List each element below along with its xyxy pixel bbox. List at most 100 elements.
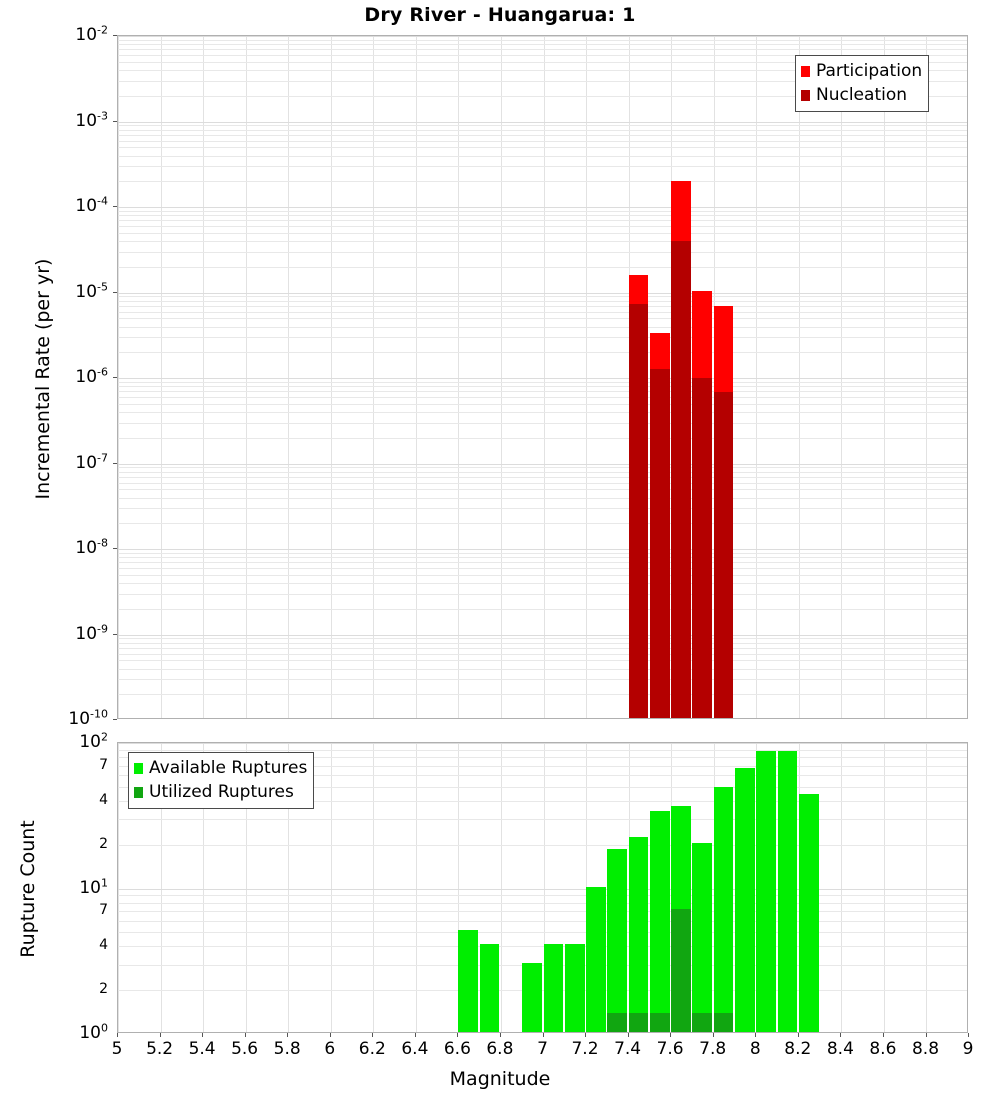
page-title: Dry River - Huangarua: 1 [0,4,1000,26]
legend-swatch-icon [801,66,810,77]
x-tickmark [713,1033,714,1037]
utilized-ruptures-segment [650,1013,670,1032]
x-tickmark [670,1033,671,1037]
x-tick-label: 6.4 [401,1039,428,1059]
x-tickmark [330,1033,331,1037]
legend-item: Participation [801,59,922,83]
bottom-bar [650,743,670,1032]
x-tickmark [457,1033,458,1037]
bottom-bar [692,743,712,1032]
top-y-tick-label: 10-7 [0,453,108,473]
bottom-bar [544,743,564,1032]
x-tick-label: 8 [750,1039,761,1059]
bottom-bar [629,743,649,1032]
x-tickmark [117,1033,118,1037]
legend-swatch-icon [134,787,143,798]
bottom-bar [671,743,691,1032]
x-tickmark [287,1033,288,1037]
legend-label: Nucleation [816,87,907,104]
x-tickmark [245,1033,246,1037]
x-tick-label: 8.6 [869,1039,896,1059]
x-tick-label: 7.2 [571,1039,598,1059]
x-tickmark [883,1033,884,1037]
x-tickmark [585,1033,586,1037]
available-ruptures-segment [799,794,819,1032]
top-y-tick-label: 10-10 [0,709,108,729]
bottom-y-tick-label: 100 [0,1023,108,1043]
top-bar [692,36,712,718]
utilized-ruptures-segment [671,909,691,1032]
available-ruptures-segment [522,963,542,1032]
x-tick-label: 6.2 [359,1039,386,1059]
x-tick-label: 9 [963,1039,974,1059]
x-tickmark [500,1033,501,1037]
x-tick-label: 8.8 [912,1039,939,1059]
top-y-tickmark [113,634,117,635]
top-y-tickmark [113,719,117,720]
legend-swatch-icon [134,763,143,774]
figure-root: Dry River - Huangarua: 1 10-210-310-410-… [0,0,1000,1100]
available-ruptures-segment [756,751,776,1032]
available-ruptures-segment [735,768,755,1032]
top-y-tick-label: 10-5 [0,282,108,302]
x-tick-label: 6.8 [486,1039,513,1059]
available-ruptures-segment [607,849,627,1032]
top-y-tickmark [113,463,117,464]
top-y-tickmark [113,121,117,122]
nucleation-segment [671,241,691,718]
top-y-tick-label: 10-3 [0,111,108,131]
bottom-bar [480,743,500,1032]
utilized-ruptures-segment [607,1013,627,1032]
x-tick-label: 5.8 [274,1039,301,1059]
x-tickmark [160,1033,161,1037]
nucleation-segment [714,392,734,718]
x-tick-label: 6 [324,1039,335,1059]
x-tick-label: 5.4 [189,1039,216,1059]
legend-label: Utilized Ruptures [149,784,294,801]
bottom-legend: Available RupturesUtilized Ruptures [128,752,314,809]
top-bar [629,36,649,718]
x-tick-label: 7.6 [657,1039,684,1059]
incremental-rate-plot [117,35,968,719]
x-tick-label: 8.2 [784,1039,811,1059]
top-y-tickmark [113,206,117,207]
utilized-ruptures-segment [629,1013,649,1032]
top-y-tick-label: 10-8 [0,538,108,558]
top-y-tick-label: 10-4 [0,196,108,216]
x-tick-label: 6.6 [444,1039,471,1059]
nucleation-segment [650,369,670,718]
bottom-bar [586,743,606,1032]
top-legend: Participation Nucleation [795,55,929,112]
available-ruptures-segment [692,843,712,1032]
nucleation-segment [692,378,712,718]
x-tickmark [543,1033,544,1037]
legend-swatch-icon [801,90,810,101]
top-y-tickmark [113,292,117,293]
x-tick-label: 7 [537,1039,548,1059]
x-tickmark [840,1033,841,1037]
x-tickmark [202,1033,203,1037]
x-tickmark [968,1033,969,1037]
x-tickmark [798,1033,799,1037]
available-ruptures-segment [650,811,670,1032]
bottom-y-minor-tick-label: 2 [0,981,108,997]
legend-item: Nucleation [801,83,922,107]
x-tickmark [628,1033,629,1037]
top-y-tickmark [113,548,117,549]
bottom-y-axis-label: Rupture Count [17,799,39,979]
bottom-bar [756,743,776,1032]
legend-item: Utilized Ruptures [134,780,307,804]
top-bar [671,36,691,718]
bottom-bar [799,743,819,1032]
nucleation-segment [629,304,649,718]
top-y-tickmark [113,377,117,378]
x-tick-label: 5.6 [231,1039,258,1059]
bottom-bar [778,743,798,1032]
bottom-bar [565,743,585,1032]
available-ruptures-segment [458,930,478,1032]
x-tickmark [755,1033,756,1037]
x-tick-label: 5 [112,1039,123,1059]
top-bar [714,36,734,718]
bottom-bar [522,743,542,1032]
bottom-bar [458,743,478,1032]
